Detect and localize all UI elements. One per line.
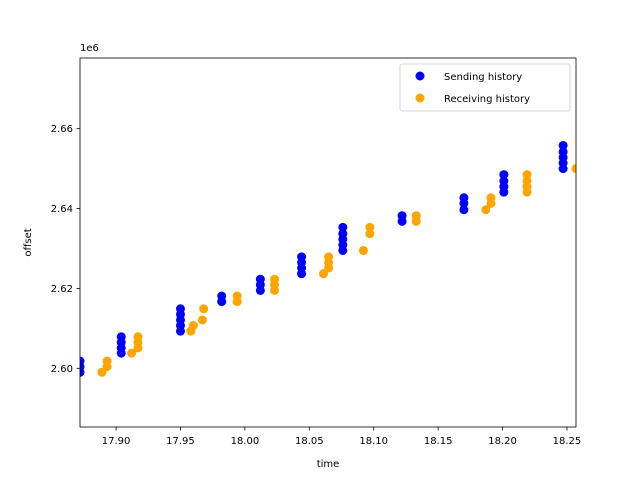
x-tick-label-1: 17.95 (166, 436, 195, 447)
y-tick-label-3: 2.66 (51, 124, 73, 135)
x-axis: 17.90 17.95 18.00 18.05 18.10 18.15 18.20 18.25 (102, 427, 582, 447)
sending-point-27 (397, 211, 407, 221)
data-points (80, 140, 576, 377)
legend-marker-sending (415, 71, 425, 81)
x-tick-label-4: 18.10 (359, 436, 388, 447)
receiving-point-22 (365, 222, 375, 232)
sending-point-11 (175, 304, 185, 314)
sending-point-16 (255, 274, 265, 284)
y-tick-label-1: 2.62 (51, 284, 73, 295)
receiving-point-9 (197, 315, 207, 325)
y-tick-label-0: 2.60 (51, 364, 73, 375)
sending-point-6 (116, 332, 126, 342)
receiving-point-3 (127, 348, 137, 358)
x-tick-label-3: 18.05 (295, 436, 324, 447)
plot-frame (79, 57, 577, 428)
x-tick-label-7: 18.25 (553, 436, 582, 447)
receiving-point-25 (481, 205, 491, 215)
receiving-point-12 (232, 291, 242, 301)
sending-point-20 (297, 252, 307, 262)
sending-point-28 (459, 205, 469, 215)
receiving-point-10 (199, 304, 209, 314)
receiving-point-27 (486, 193, 496, 203)
sending-point-24 (338, 229, 348, 239)
receiving-point-8 (188, 321, 198, 331)
receiving-point-24 (411, 211, 421, 221)
receiving-point-19 (324, 252, 334, 262)
sending-point-38 (558, 147, 568, 157)
x-tick-label-6: 18.20 (488, 436, 517, 447)
sending-point-2 (80, 356, 85, 366)
sending-point-39 (558, 140, 568, 150)
y-axis-label: offset (23, 228, 34, 256)
receiving-point-30 (522, 176, 532, 186)
legend-label-sending: Sending history (444, 72, 522, 83)
legend: Sending history Receiving history (399, 63, 571, 112)
x-tick-label-2: 18.00 (231, 436, 260, 447)
sending-point-30 (459, 193, 469, 203)
x-tick-label-5: 18.15 (424, 436, 453, 447)
receiving-point-21 (365, 229, 375, 239)
x-tick-label-0: 17.90 (102, 436, 131, 447)
y-axis: 2.60 2.62 2.64 2.66 (51, 124, 80, 375)
sending-point-33 (499, 176, 509, 186)
sending-point-13 (217, 291, 227, 301)
sending-point-25 (338, 222, 348, 232)
x-axis-label: time (317, 459, 340, 470)
legend-label-receiving: Receiving history (444, 94, 530, 105)
legend-marker-receiving (415, 93, 425, 103)
receiving-point-20 (358, 245, 368, 255)
receiving-point-32 (571, 164, 576, 174)
receiving-point-31 (522, 170, 532, 180)
sending-point-34 (499, 170, 509, 180)
receiving-point-2 (102, 356, 112, 366)
y-tick-label-2: 2.64 (51, 204, 73, 215)
y-offset-text: 1e6 (80, 43, 99, 54)
receiving-point-15 (270, 274, 280, 284)
legend-box (399, 63, 571, 112)
receiving-point-6 (133, 332, 143, 342)
